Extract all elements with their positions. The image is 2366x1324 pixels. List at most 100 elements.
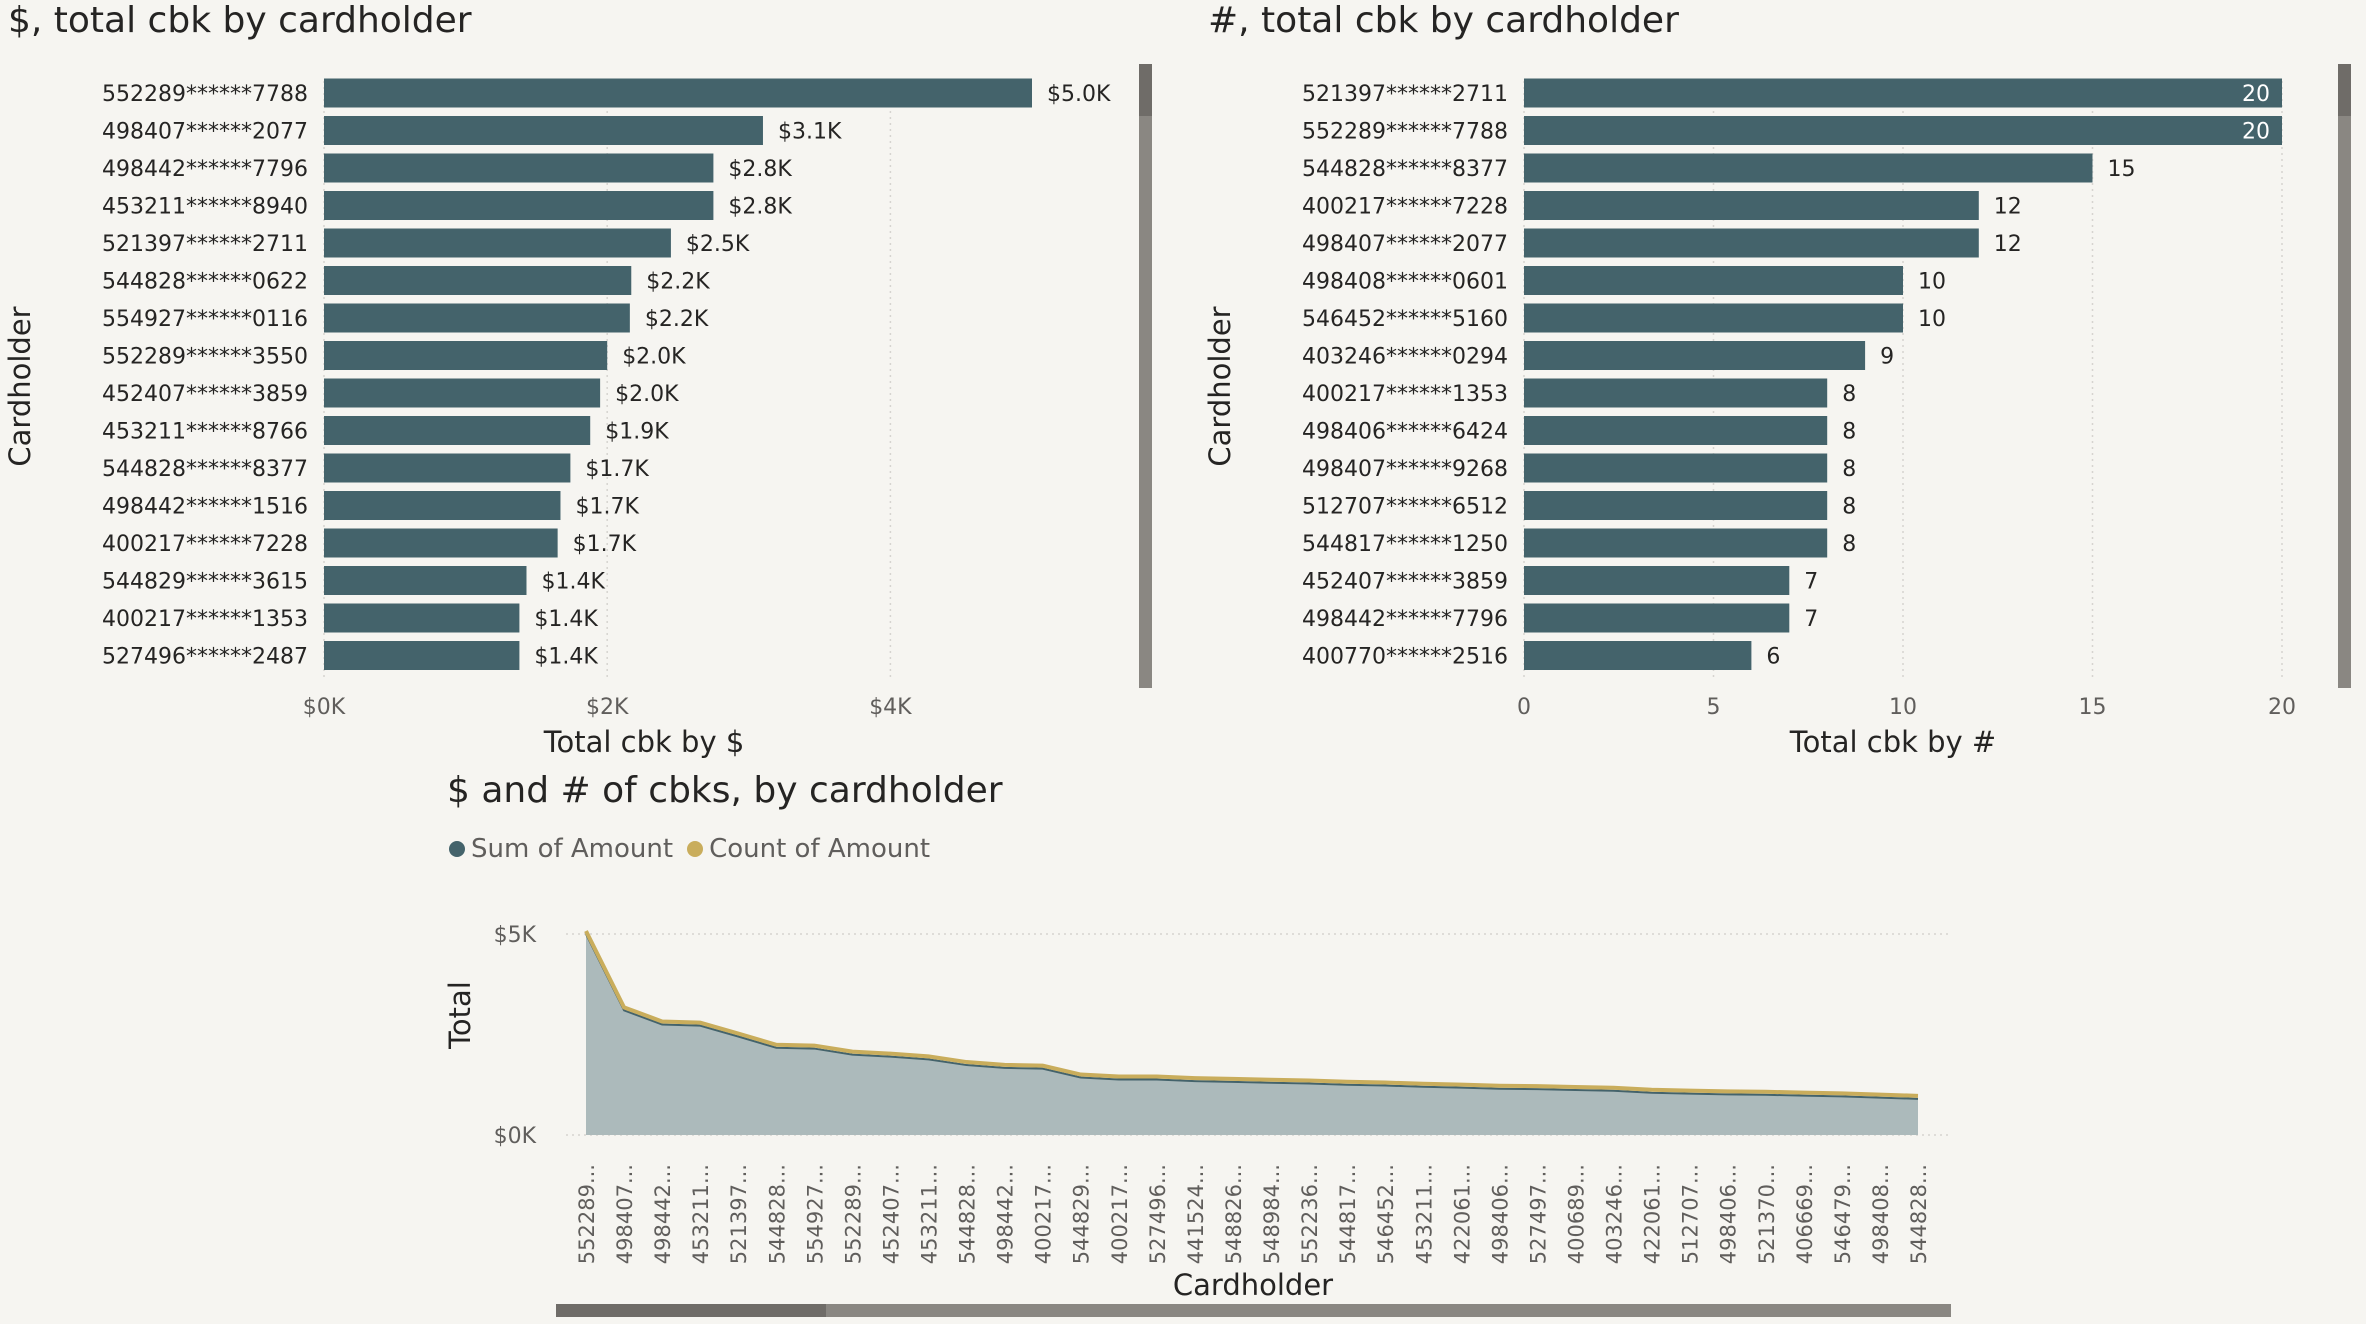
- count-data-label: 12: [1994, 232, 2022, 257]
- combined-x-tick: 498407...: [613, 1164, 637, 1264]
- combined-x-tick: 546452...: [1374, 1164, 1398, 1264]
- count-bar: [1524, 491, 1828, 520]
- count-x-tick: 20: [2268, 695, 2296, 720]
- dollar-x-tick: $4K: [869, 695, 912, 720]
- combined-x-tick: 453211...: [689, 1164, 713, 1264]
- combined-x-tick: 453211...: [1412, 1164, 1436, 1264]
- count-chart-title: #, total cbk by cardholder: [1208, 0, 1679, 41]
- count-y-axis-title: Cardholder: [1203, 306, 1237, 466]
- combined-x-tick: 521397...: [727, 1164, 751, 1264]
- dollar-category-label: 521397******2711: [102, 232, 308, 257]
- dollar-category-label: 400217******7228: [102, 532, 308, 557]
- combined-chart-legend: Sum of Amount Count of Amount: [449, 834, 944, 864]
- dollar-category-label: 452407******3859: [102, 382, 308, 407]
- dollar-category-label: 544828******8377: [102, 457, 308, 482]
- combined-x-tick: 498408...: [1869, 1164, 1893, 1264]
- count-bar: [1524, 378, 1828, 408]
- count-data-label: 10: [1918, 307, 1946, 332]
- combined-x-tick: 548826...: [1222, 1164, 1246, 1264]
- count-bar: [1524, 641, 1752, 670]
- dollar-x-axis-title: Total cbk by $: [543, 725, 745, 759]
- dollar-category-label: 498442******7796: [102, 157, 308, 182]
- dollar-bar: [324, 378, 601, 408]
- dollar-bar: [324, 303, 630, 333]
- dollar-chart-scroll-thumb[interactable]: [1139, 64, 1152, 116]
- count-data-label: 8: [1842, 495, 1856, 520]
- count-data-label: 9: [1880, 345, 1894, 370]
- legend-item-sum[interactable]: Sum of Amount: [449, 834, 673, 864]
- count-data-label: 8: [1842, 420, 1856, 445]
- count-bar-chart: #, total cbk by cardholder 0 5 10 15 20 52139…: [1196, 0, 2366, 760]
- combined-x-tick: 548984...: [1260, 1164, 1284, 1264]
- dollar-bar-chart: $, total cbk by cardholder $0K $2K $4K 5522…: [0, 0, 1170, 760]
- combined-y-tick: $0K: [494, 1124, 537, 1149]
- count-category-label: 521397******2711: [1302, 82, 1508, 107]
- dollar-bar: [324, 266, 632, 295]
- count-x-tick: 0: [1517, 695, 1531, 720]
- combined-chart-scroll-thumb[interactable]: [556, 1304, 826, 1317]
- count-category-label: 400770******2516: [1302, 645, 1508, 670]
- count-category-label: 403246******0294: [1302, 345, 1508, 370]
- dollar-bar: [324, 78, 1032, 108]
- combined-x-tick: 544828...: [1907, 1164, 1931, 1264]
- count-data-label: 8: [1842, 382, 1856, 407]
- dollar-data-label: $2.0K: [622, 345, 686, 370]
- count-bar: [1524, 153, 2093, 183]
- combined-y-tick: $5K: [494, 923, 537, 948]
- dollar-data-label: $2.8K: [728, 195, 792, 220]
- combined-x-tick: 403246...: [1603, 1164, 1627, 1264]
- count-category-label: 544817******1250: [1302, 532, 1508, 557]
- combined-x-tick: 521370...: [1755, 1164, 1779, 1264]
- count-chart-plot: 0 5 10 15 20 521397******2711 20 552289******77…: [1203, 78, 2296, 759]
- count-data-label: 10: [1918, 270, 1946, 295]
- combined-x-tick: 512707...: [1679, 1164, 1703, 1264]
- dollar-chart-plot: $0K $2K $4K 552289******7788 $5.0K 498407****…: [3, 78, 1111, 759]
- count-bar: [1524, 228, 1979, 258]
- combined-x-tick: 554927...: [803, 1164, 827, 1264]
- combined-chart-title: $ and # of cbks, by cardholder: [447, 770, 1003, 811]
- dollar-category-label: 498407******2077: [102, 120, 308, 145]
- count-chart-scrollbar[interactable]: [2338, 64, 2351, 688]
- count-data-label: 20: [2242, 120, 2270, 145]
- dollar-data-label: $2.2K: [645, 307, 709, 332]
- dollar-bar: [324, 341, 608, 370]
- dollar-category-label: 552289******3550: [102, 345, 308, 370]
- count-bar: [1524, 566, 1790, 595]
- combined-x-tick: 498406...: [1717, 1164, 1741, 1264]
- combined-line-sum: [585, 933, 1919, 1100]
- combined-x-tick: 544828...: [956, 1164, 980, 1264]
- dollar-bar: [324, 528, 558, 558]
- combined-x-tick: 498442...: [994, 1164, 1018, 1264]
- count-category-label: 400217******7228: [1302, 195, 1508, 220]
- combined-chart-plot: $5K $0K 552289... 498407... 498442... 453211.…: [443, 923, 1952, 1302]
- dollar-data-label: $2.8K: [728, 157, 792, 182]
- combined-x-tick: 498442...: [651, 1164, 675, 1264]
- count-data-label: 6: [1766, 645, 1780, 670]
- combined-x-tick: 552289...: [575, 1164, 599, 1264]
- count-x-tick: 15: [2079, 695, 2107, 720]
- count-data-label: 7: [1804, 607, 1818, 632]
- dollar-x-tick: $0K: [303, 695, 346, 720]
- count-chart-scroll-thumb[interactable]: [2338, 64, 2351, 116]
- dollar-category-label: 453211******8940: [102, 195, 308, 220]
- count-data-label: 20: [2242, 82, 2270, 107]
- combined-x-tick: 400689...: [1564, 1164, 1588, 1264]
- count-category-label: 498407******2077: [1302, 232, 1508, 257]
- count-x-tick: 10: [1889, 695, 1917, 720]
- dollar-data-label: $3.1K: [778, 120, 842, 145]
- count-data-label: 7: [1804, 570, 1818, 595]
- combined-x-tick: 400217...: [1108, 1164, 1132, 1264]
- dollar-data-label: $1.7K: [585, 457, 649, 482]
- dollar-category-label: 552289******7788: [102, 82, 308, 107]
- dollar-data-label: $1.4K: [534, 607, 598, 632]
- combined-chart-scrollbar[interactable]: [556, 1304, 1951, 1317]
- legend-item-count[interactable]: Count of Amount: [687, 834, 930, 864]
- legend-dot-sum: [449, 841, 465, 857]
- count-bar: [1524, 116, 2282, 145]
- count-category-label: 552289******7788: [1302, 120, 1508, 145]
- count-data-label: 8: [1842, 532, 1856, 557]
- combined-x-tick: 452407...: [879, 1164, 903, 1264]
- dollar-chart-scrollbar[interactable]: [1139, 64, 1152, 688]
- count-bar: [1524, 453, 1828, 483]
- count-bar: [1524, 603, 1790, 633]
